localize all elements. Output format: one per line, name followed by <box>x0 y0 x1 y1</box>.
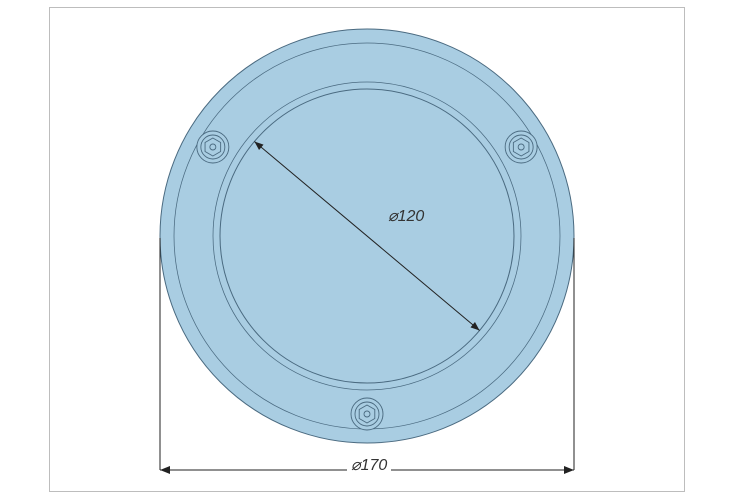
dimension-label-inner-diameter: ⌀120 <box>388 206 424 226</box>
drawing-stage: ⌀120 ⌀170 <box>0 0 735 500</box>
drawing-svg <box>0 0 735 500</box>
dimension-label-outer-diameter: ⌀170 <box>347 455 391 475</box>
